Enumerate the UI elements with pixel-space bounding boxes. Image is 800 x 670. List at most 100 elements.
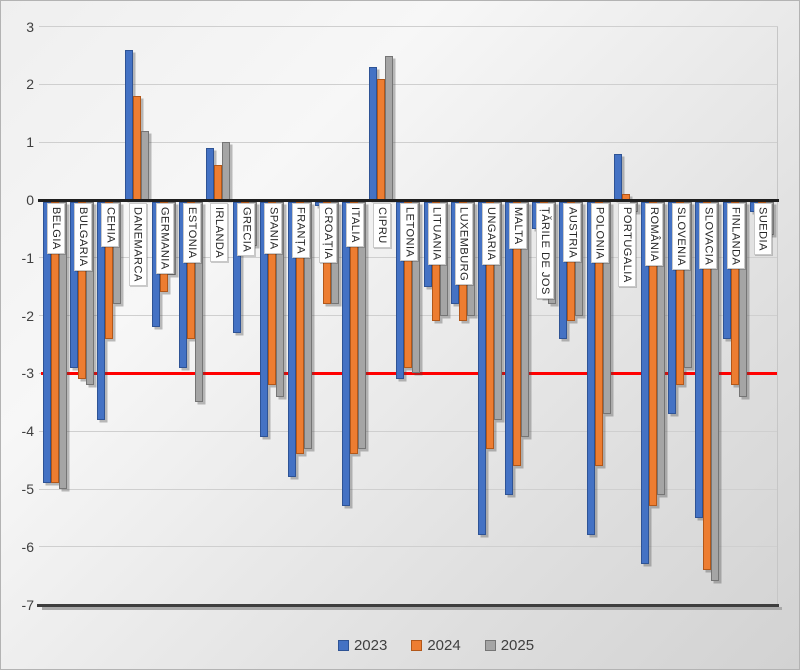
category-label-letonia: LETONIA xyxy=(400,203,419,262)
category-label-italia: ITALIA xyxy=(345,203,364,247)
category-label--rile-de-jos: ȚĂRILE DE JOS xyxy=(536,203,555,299)
y-tick-label-0: 0 xyxy=(26,192,34,208)
bar-belgia-2023 xyxy=(43,202,51,484)
bar-spania-2024 xyxy=(268,202,277,385)
bar-ungaria-2023 xyxy=(477,202,486,536)
gridline-2 xyxy=(39,83,778,85)
bar-italia-2023 xyxy=(341,202,350,507)
gridline--5 xyxy=(39,488,778,490)
gridline--4 xyxy=(39,430,778,432)
y-tick-label-1: 1 xyxy=(26,134,34,151)
bar-finlanda-2023 xyxy=(722,202,731,339)
bar-cipru-2024 xyxy=(377,78,386,200)
bar-rom-nia-2024 xyxy=(648,202,657,507)
category-label-polonia: POLONIA xyxy=(590,203,609,264)
category-label-fran-a: FRANȚA xyxy=(291,203,310,258)
category-label-grecia: GRECIA xyxy=(237,203,256,257)
bar-fran-a-2024 xyxy=(295,202,304,455)
chart-floor-line xyxy=(37,603,779,607)
category-label-suedia: SUEDIA xyxy=(753,203,772,255)
y-tick-label--6: -6 xyxy=(21,538,34,555)
category-label-cehia: CEHIA xyxy=(101,203,120,248)
bar-fran-a-2025 xyxy=(303,202,312,449)
y-tick-label--2: -2 xyxy=(21,307,34,324)
bar-italia-2025 xyxy=(357,202,366,449)
y-tick-label-2: 2 xyxy=(26,76,34,93)
category-label-irlanda: IRLANDA xyxy=(210,203,229,263)
bar-danemarca-2025 xyxy=(140,130,149,200)
bar-estonia-2025 xyxy=(194,202,203,403)
bar-spania-2025 xyxy=(276,202,285,397)
bar-italia-2024 xyxy=(349,202,358,455)
chart-floor-shadow xyxy=(42,606,782,610)
y-tick-label--4: -4 xyxy=(21,423,34,440)
legend-label-2025: 2025 xyxy=(500,637,535,654)
bar-malta-2025 xyxy=(521,202,530,437)
bar-cehia-2023 xyxy=(97,202,106,420)
bar-letonia-2024 xyxy=(404,202,413,368)
bar-estonia-2023 xyxy=(178,202,187,368)
bar-slovenia-2024 xyxy=(676,202,685,385)
y-tick-label--3: -3 xyxy=(21,365,34,382)
bar-slovacia-2025 xyxy=(711,202,720,582)
bar-austria-2023 xyxy=(559,202,568,339)
bar-finlanda-2025 xyxy=(738,202,747,397)
bar-irlanda-2024 xyxy=(214,165,223,200)
legend-label-2023: 2023 xyxy=(353,637,388,654)
category-label-luxemburg: LUXEMBURG xyxy=(454,203,473,286)
bar-irlanda-2025 xyxy=(222,142,231,200)
gridline-3 xyxy=(39,26,778,28)
category-label-rom-nia: ROMÂNIA xyxy=(644,203,663,266)
category-label-belgia: BELGIA xyxy=(47,203,65,254)
category-label-finlanda: FINLANDA xyxy=(726,203,745,270)
legend-swatch-2025 xyxy=(484,640,496,651)
category-label-croa-ia: CROAȚIA xyxy=(318,203,337,264)
bar-ungaria-2025 xyxy=(493,202,502,420)
bar-cipru-2023 xyxy=(369,67,378,200)
y-tick-label--7: -7 xyxy=(21,596,34,613)
y-tick-label--1: -1 xyxy=(21,249,34,266)
zero-axis-line xyxy=(38,199,779,202)
bar-rom-nia-2025 xyxy=(656,202,665,495)
category-label-ungaria: UNGARIA xyxy=(481,203,500,265)
bar-portugalia-2023 xyxy=(613,153,622,200)
category-label-portugalia: PORTUGALIA xyxy=(617,203,636,287)
bar-letonia-2025 xyxy=(412,202,421,374)
bar-bulgaria-2023 xyxy=(70,202,79,368)
bar-finlanda-2024 xyxy=(730,202,739,385)
category-label-germania: GERMANIA xyxy=(155,203,174,274)
bar-slovacia-2023 xyxy=(695,202,704,518)
category-label-austria: AUSTRIA xyxy=(563,203,582,263)
bar-belgia-2024 xyxy=(51,202,59,484)
bar-belgia-2025 xyxy=(59,202,67,489)
category-label-spania: SPANIA xyxy=(264,203,283,254)
bar-slovenia-2025 xyxy=(684,202,693,368)
y-tick-label-3: 3 xyxy=(26,18,34,35)
bar-irlanda-2023 xyxy=(206,147,215,200)
legend: 2023 2024 2025 xyxy=(1,637,799,654)
legend-item-2024: 2024 xyxy=(411,637,461,654)
bar-bulgaria-2024 xyxy=(78,202,87,380)
legend-swatch-2023 xyxy=(337,640,349,651)
bar-fran-a-2023 xyxy=(287,202,296,478)
bar-malta-2023 xyxy=(505,202,514,495)
bar-estonia-2024 xyxy=(186,202,195,339)
category-label-slovenia: SLOVENIA xyxy=(672,203,691,271)
bar-malta-2024 xyxy=(513,202,522,466)
y-tick-label--5: -5 xyxy=(21,481,34,497)
bar-polonia-2023 xyxy=(586,202,595,536)
category-label-bulgaria: BULGARIA xyxy=(74,203,93,271)
bar-grecia-2023 xyxy=(233,202,242,333)
category-label-lituania: LITUANIA xyxy=(427,203,446,265)
category-label-danemarca: DANEMARCA xyxy=(128,203,147,286)
bar-cipru-2025 xyxy=(385,55,394,200)
bar-cehia-2025 xyxy=(113,202,122,305)
bar-spania-2023 xyxy=(260,202,269,437)
legend-item-2025: 2025 xyxy=(484,637,535,654)
bar-slovenia-2023 xyxy=(668,202,677,414)
bar-danemarca-2024 xyxy=(132,95,141,200)
bar-rom-nia-2023 xyxy=(640,202,649,565)
bar-slovacia-2024 xyxy=(703,202,712,570)
category-label-cipru: CIPRU xyxy=(373,203,392,248)
